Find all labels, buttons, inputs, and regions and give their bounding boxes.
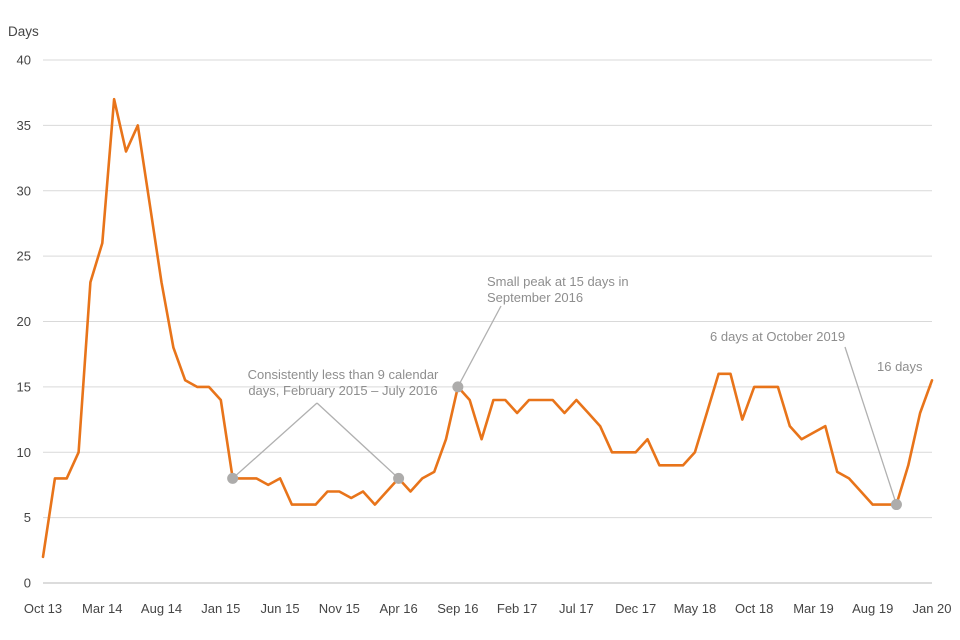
y-tick-label: 15 bbox=[17, 379, 31, 394]
annotation-text: Consistently less than 9 calendar bbox=[248, 367, 439, 382]
x-tick-label: Jan 20 bbox=[912, 601, 951, 616]
y-axis-title: Days bbox=[8, 24, 39, 39]
annotation-leader-line bbox=[232, 402, 318, 479]
x-tick-label: Jan 15 bbox=[201, 601, 240, 616]
annotation-leader-line bbox=[844, 346, 898, 505]
marker-dot bbox=[227, 472, 239, 484]
x-tick-label: Dec 17 bbox=[615, 601, 656, 616]
x-tick-label: Oct 18 bbox=[735, 601, 773, 616]
x-tick-label: Aug 14 bbox=[141, 601, 182, 616]
x-tick-label: May 18 bbox=[674, 601, 717, 616]
x-tick-label: Mar 14 bbox=[82, 601, 122, 616]
marker-dot bbox=[393, 472, 405, 484]
y-tick-label: 25 bbox=[17, 249, 31, 264]
x-tick-label: Jul 17 bbox=[559, 601, 594, 616]
marker-dot bbox=[452, 381, 464, 393]
y-tick-label: 40 bbox=[17, 53, 31, 68]
y-tick-label: 0 bbox=[24, 576, 31, 591]
x-tick-label: Mar 19 bbox=[793, 601, 833, 616]
x-tick-label: Nov 15 bbox=[319, 601, 360, 616]
x-tick-label: Jun 15 bbox=[261, 601, 300, 616]
x-tick-label: Aug 19 bbox=[852, 601, 893, 616]
y-tick-label: 5 bbox=[24, 510, 31, 525]
y-tick-label: 10 bbox=[17, 445, 31, 460]
series-line bbox=[41, 97, 934, 559]
x-tick-label: Sep 16 bbox=[437, 601, 478, 616]
y-tick-label: 35 bbox=[17, 118, 31, 133]
y-tick-label: 20 bbox=[17, 314, 31, 329]
x-tick-label: Apr 16 bbox=[379, 601, 417, 616]
y-tick-label: 30 bbox=[17, 183, 31, 198]
annotation-text: September 2016 bbox=[487, 290, 583, 305]
annotation-text: 6 days at October 2019 bbox=[710, 329, 845, 344]
x-tick-label: Feb 17 bbox=[497, 601, 537, 616]
annotation-text: 16 days bbox=[877, 359, 923, 374]
marker-dot bbox=[890, 499, 902, 511]
annotation-leader-line bbox=[457, 305, 502, 388]
annotation-text: Small peak at 15 days in bbox=[487, 274, 629, 289]
annotation-text: days, February 2015 – July 2016 bbox=[248, 383, 437, 398]
annotation-leader-line bbox=[316, 402, 400, 479]
x-tick-label: Oct 13 bbox=[24, 601, 62, 616]
